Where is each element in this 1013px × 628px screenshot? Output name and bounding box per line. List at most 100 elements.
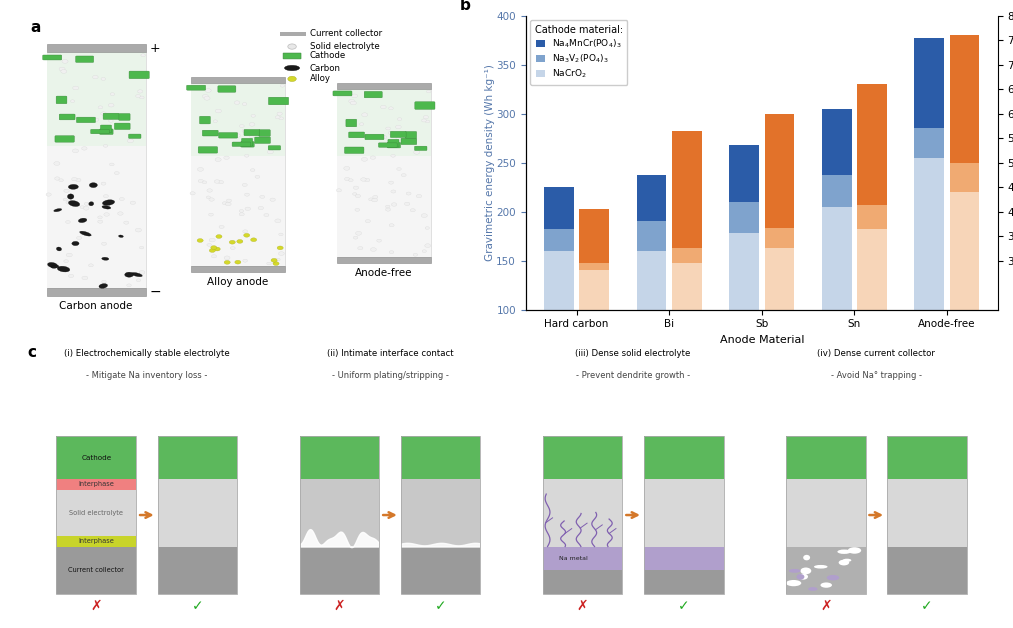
Circle shape (82, 276, 88, 279)
Circle shape (255, 175, 259, 178)
Bar (949, 163, 980, 192)
FancyBboxPatch shape (119, 114, 130, 121)
Circle shape (353, 193, 357, 195)
Circle shape (88, 264, 93, 267)
Bar (47, 53, 146, 288)
Ellipse shape (69, 200, 80, 207)
Circle shape (224, 261, 230, 264)
FancyBboxPatch shape (365, 92, 382, 98)
Circle shape (360, 123, 364, 126)
FancyBboxPatch shape (259, 130, 270, 136)
Bar (57, 536, 136, 546)
Circle shape (222, 202, 227, 205)
Circle shape (356, 231, 362, 235)
Bar (822, 207, 852, 310)
Circle shape (209, 198, 214, 201)
FancyBboxPatch shape (218, 86, 236, 92)
Circle shape (130, 201, 136, 204)
FancyBboxPatch shape (100, 125, 111, 133)
Bar (637, 175, 667, 222)
FancyBboxPatch shape (241, 141, 254, 147)
Circle shape (239, 213, 244, 216)
Bar (915, 158, 944, 310)
Circle shape (389, 181, 394, 184)
Text: (i) Electrochemically stable electrolyte: (i) Electrochemically stable electrolyte (64, 349, 230, 358)
FancyBboxPatch shape (401, 138, 416, 144)
Circle shape (72, 178, 77, 181)
Bar (765, 229, 794, 248)
Circle shape (235, 134, 240, 137)
Bar (57, 436, 136, 593)
Bar (190, 84, 285, 266)
Bar (47, 53, 146, 146)
Bar (786, 436, 865, 479)
Bar (644, 546, 723, 570)
FancyBboxPatch shape (99, 129, 113, 134)
Circle shape (66, 253, 72, 257)
FancyBboxPatch shape (348, 132, 365, 138)
Circle shape (62, 60, 68, 63)
Bar (57, 490, 136, 536)
Circle shape (250, 238, 256, 242)
Ellipse shape (789, 569, 800, 573)
Ellipse shape (89, 183, 97, 188)
Circle shape (225, 202, 231, 206)
Circle shape (213, 148, 218, 151)
FancyBboxPatch shape (268, 97, 289, 105)
Text: Interphase: Interphase (78, 481, 114, 487)
Ellipse shape (68, 185, 78, 189)
Circle shape (366, 220, 371, 223)
FancyBboxPatch shape (203, 130, 218, 136)
Text: Carbon anode: Carbon anode (60, 301, 133, 311)
Circle shape (272, 262, 280, 266)
Circle shape (288, 44, 296, 49)
FancyBboxPatch shape (129, 71, 149, 78)
Text: ✓: ✓ (678, 599, 690, 614)
Circle shape (214, 247, 220, 251)
Bar (672, 248, 702, 263)
Bar (57, 546, 136, 593)
Circle shape (226, 199, 232, 202)
Bar (786, 436, 865, 593)
Circle shape (362, 158, 368, 161)
Ellipse shape (803, 555, 810, 560)
Circle shape (395, 125, 401, 129)
FancyBboxPatch shape (390, 131, 406, 138)
Ellipse shape (102, 200, 114, 205)
Bar (337, 257, 432, 263)
Text: ✗: ✗ (820, 599, 832, 614)
Circle shape (350, 101, 357, 105)
Bar (300, 436, 379, 593)
Text: ✗: ✗ (90, 599, 102, 614)
Circle shape (66, 201, 71, 204)
Bar (915, 128, 944, 158)
Circle shape (198, 239, 204, 242)
Circle shape (141, 54, 145, 57)
Bar (543, 546, 622, 570)
Bar (337, 89, 432, 156)
Circle shape (386, 127, 391, 130)
Ellipse shape (119, 235, 124, 237)
FancyBboxPatch shape (55, 136, 74, 142)
FancyBboxPatch shape (268, 146, 281, 150)
Circle shape (109, 163, 114, 166)
Circle shape (198, 168, 204, 171)
Circle shape (140, 96, 144, 99)
Circle shape (54, 161, 60, 165)
Bar (949, 35, 980, 163)
FancyBboxPatch shape (114, 123, 130, 129)
Bar (579, 263, 609, 271)
Bar (158, 436, 237, 593)
Bar (915, 38, 944, 128)
Bar (57, 436, 136, 479)
Circle shape (266, 262, 271, 265)
Circle shape (386, 205, 390, 208)
Bar (887, 479, 966, 546)
Circle shape (70, 100, 75, 102)
Circle shape (101, 242, 106, 246)
X-axis label: Anode Material: Anode Material (719, 335, 804, 345)
Circle shape (242, 183, 247, 187)
FancyBboxPatch shape (405, 131, 416, 138)
Circle shape (199, 180, 204, 183)
FancyBboxPatch shape (345, 119, 357, 127)
